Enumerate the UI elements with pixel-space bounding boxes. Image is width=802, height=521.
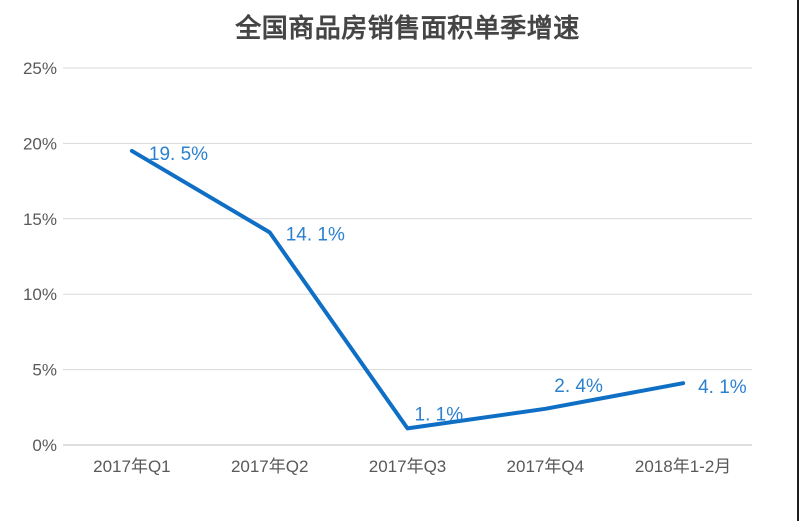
data-point-label: 14. 1% — [286, 224, 345, 245]
data-point-label: 4. 1% — [698, 377, 747, 398]
x-tick-label: 2017年Q1 — [93, 457, 171, 476]
x-tick-label: 2017年Q3 — [369, 457, 447, 476]
chart-title: 全国商品房销售面积单季增速 — [235, 13, 580, 43]
x-tick-label: 2017年Q4 — [507, 457, 585, 476]
y-tick-label: 10% — [23, 285, 57, 304]
right-border-line — [797, 0, 799, 521]
data-series-line[interactable] — [129, 148, 686, 431]
y-tick-label: 15% — [23, 210, 57, 229]
y-tick-label: 25% — [23, 59, 57, 78]
y-tick-label: 5% — [32, 361, 57, 380]
x-tick-label: 2017年Q2 — [231, 457, 309, 476]
y-tick-label: 20% — [23, 134, 57, 153]
x-tick-label: 2018年1-2月 — [635, 457, 731, 476]
data-point-label: 2. 4% — [554, 376, 603, 397]
data-point-label: 1. 1% — [415, 404, 464, 425]
y-tick-label: 0% — [32, 436, 57, 455]
data-point-label: 19. 5% — [149, 144, 208, 165]
